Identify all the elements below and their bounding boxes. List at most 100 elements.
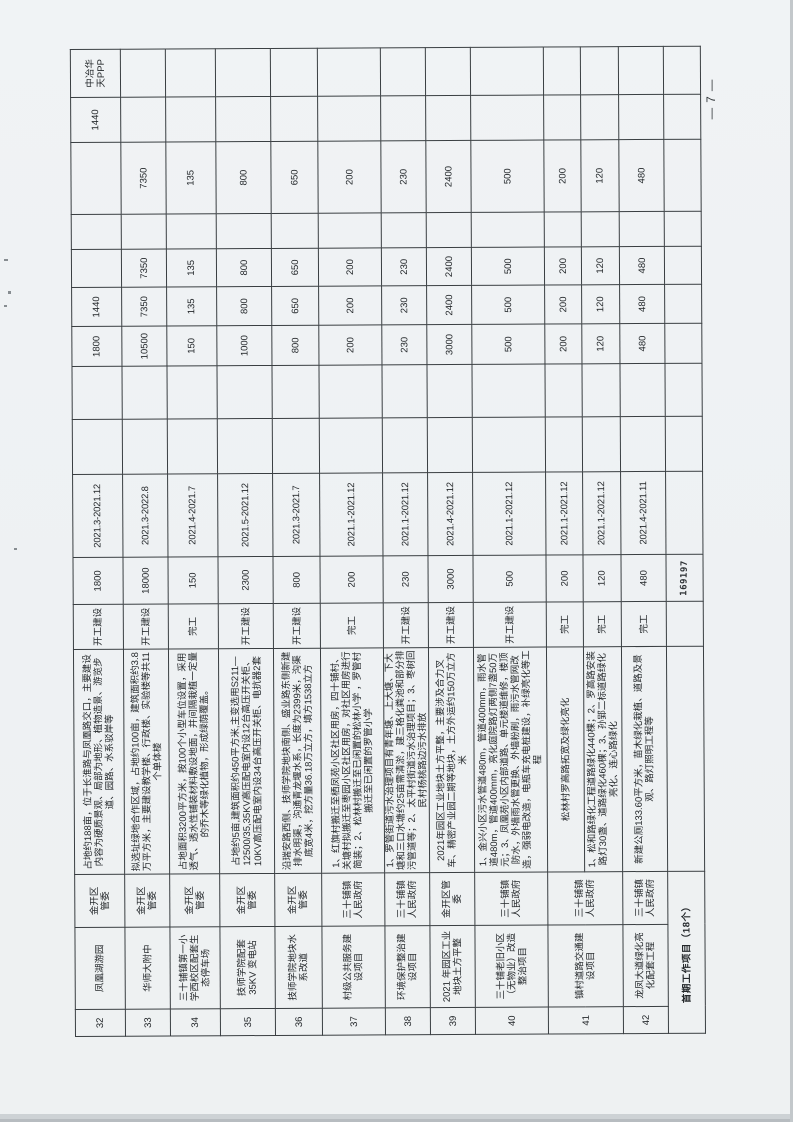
cell-empty: [426, 364, 473, 418]
cell-no: 34: [170, 1008, 221, 1036]
cell-n4: 200: [317, 140, 382, 214]
cell-period: 2021.3-2021.12: [72, 474, 123, 558]
table-row-33: 33 华师大附中 金开区 管委 拟选址绿地合作区域，占地约100亩，建筑面积约3…: [120, 49, 171, 1037]
cell-no: 42: [623, 1006, 669, 1034]
cell-remark: [580, 46, 619, 95]
scanner-edge-line: [0, 1119, 793, 1122]
cell-n3: 200: [544, 246, 582, 286]
cell-project-name: 华师大附中: [124, 927, 171, 1010]
cell-empty: [665, 416, 703, 472]
cell-n2: 200: [544, 284, 582, 325]
cell-n4: 800: [215, 141, 272, 214]
cell-content: 2021年园区工业地块土方平整，主要涉及合力叉车、精密产业园二期等地块，土方外运…: [428, 647, 475, 873]
cell-no: 41: [548, 1006, 624, 1035]
cell-content: 1、红旗村搬迁至栖凤苑小区社区用房，四十铺村、关塘村拟搬迁至枣园小区社区用房，对…: [320, 647, 385, 874]
cell-status: 开工建设: [383, 602, 429, 648]
cell-n1: 200: [318, 324, 382, 366]
scan-speck: [4, 259, 8, 261]
cell-empty: [666, 646, 705, 872]
cell-unit: 金开区 管委: [169, 873, 220, 928]
cell-status: 开工建设: [218, 603, 274, 649]
cell-empty: [663, 46, 701, 95]
cell-n1: 10500: [121, 326, 167, 367]
cell-n2: 500: [471, 285, 545, 325]
cell-n5: [120, 97, 166, 143]
cell-remark: [215, 48, 271, 97]
cell-n4: 200: [543, 139, 582, 213]
cell-n2: 800: [216, 286, 272, 326]
cell-empty: [122, 419, 168, 475]
table-row-37: 37 村级公共服务建 设项目 三十铺镇 人民政府 1、红旗村搬迁至栖凤苑小区社区…: [317, 47, 386, 1036]
cell-status: 完工: [546, 601, 584, 648]
cell-n5: [215, 96, 271, 142]
cell-project-name: 技师学院地块水 系改道: [274, 926, 323, 1009]
cell-n1: 3000: [426, 324, 472, 365]
cell-empty: [381, 364, 428, 418]
page-number: — 7 —: [706, 78, 718, 120]
table-row-36: 36 技师学院地块水 系改道 金开区 管委 沿瑞安路西侧、技师学院地块南侧、盛业…: [270, 48, 323, 1036]
cell-no: 32: [75, 1009, 126, 1037]
cell-n2: 650: [271, 286, 319, 326]
cell-n4: 7350: [120, 142, 167, 215]
cell-no: 39: [430, 1007, 476, 1035]
cell-content: 沿瑞安路西侧、技师学院地块南侧、盛业路东侧新建排水明渠，沟通青龙堰水系，长度为2…: [273, 648, 322, 874]
cell-total-invest: 500: [472, 555, 547, 603]
cell-empty: [663, 139, 702, 212]
table-row-40: 40 三十铺老旧小区 （无物业）改造 整治项目 三十铺镇 人民政府 1、金兴小区…: [470, 47, 549, 1035]
cell-no: 36: [275, 1008, 323, 1036]
project-table: 32 凤凰湖游园 金开区 管委 占地约188亩，位于长淮路与凤凰路交口，主要建设…: [70, 46, 706, 1037]
cell-n3: 120: [581, 246, 620, 285]
cell-status: 开工建设: [73, 604, 124, 650]
cell-empty: [544, 211, 582, 248]
cell-content: 占地约188亩，位于长淮路与凤凰路交口，主要建设内容为硬质景观、局部为地形、植物…: [73, 649, 125, 875]
cell-project-name: 龙凤大道绿化亮 化配套工程: [622, 924, 669, 1007]
cell-status: 完工: [621, 601, 667, 647]
cell-remark: [425, 47, 471, 96]
cell-unit: 三十铺镇 人民政府: [321, 872, 385, 927]
cell-empty: [318, 364, 383, 419]
cell-n3: 2400: [426, 247, 472, 286]
cell-remark: [317, 47, 381, 97]
cell-empty: [319, 417, 383, 474]
cell-project-name: 三十铺老旧小区 （无物业）改造 整治项目: [474, 925, 549, 1008]
cell-n3: [71, 249, 122, 288]
cell-empty: [71, 214, 122, 250]
cell-n4: 650: [270, 141, 319, 214]
cell-unit: 金开区 管委: [219, 873, 275, 927]
cell-n3: 800: [216, 248, 272, 287]
cell-empty: [581, 211, 620, 247]
cell-empty: [382, 417, 428, 473]
cell-period: 2021.5-2021.12: [217, 473, 273, 557]
cell-content: 新建公厕133.60平方米，苗木绿化栽植、道路及景观、路灯照明工程等: [621, 646, 668, 872]
cell-n5: [270, 96, 318, 142]
cell-total-invest: 150: [167, 556, 219, 605]
cell-empty: [665, 471, 703, 555]
cell-empty: [471, 212, 545, 248]
cell-n2: 120: [581, 284, 620, 324]
cell-content: 拟选址绿地合作区域，占地约100亩，建筑面积约3.8万平方米，主要建设教学楼、行…: [123, 649, 170, 875]
scanner-edge-line: [790, 0, 793, 1122]
cell-n5: [317, 95, 381, 142]
cell-unit: 金开区管 委: [429, 872, 475, 926]
cell-n4: 230: [380, 140, 427, 213]
cell-remark: [165, 48, 216, 98]
cell-n4: [70, 142, 122, 215]
cell-empty: [217, 418, 273, 474]
cell-total-invest: 800: [272, 556, 321, 604]
cell-project-name: 三十铺镇第一小 学西校区配套生 态停车场: [169, 926, 221, 1010]
cell-no: 40: [475, 1007, 549, 1035]
cell-n4: 500: [470, 140, 545, 213]
table-row-38: 38 环境保护整治建 设项目 三十铺镇 人民政府 1、罗管街道污水治理项目有青年…: [380, 47, 431, 1035]
cell-period: 2021.4-2021.12: [427, 472, 473, 556]
cell-n1: 150: [166, 325, 217, 367]
cell-period: 2021.4-2021.11: [620, 471, 666, 555]
cell-status: 开工建设: [273, 603, 321, 649]
cell-status: 完工: [320, 602, 384, 649]
cell-unit: 金开区 管委: [74, 874, 125, 928]
cell-empty: [271, 365, 320, 419]
cell-no: 33: [125, 1009, 171, 1037]
cell-remark: [618, 46, 664, 95]
cell-status: 开工建设: [473, 602, 547, 648]
cell-empty: [582, 416, 621, 472]
